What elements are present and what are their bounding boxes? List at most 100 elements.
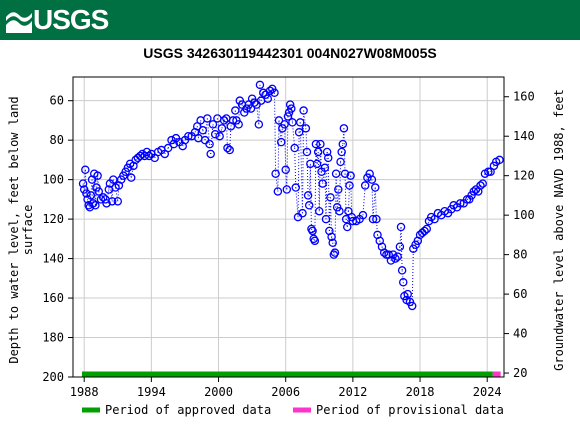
y-right-tick-label: 20 [513,366,527,380]
data-point [336,157,345,167]
series-connector [294,148,297,188]
data-point [372,214,381,224]
data-point [294,128,304,137]
data-point [469,187,479,196]
data-point [93,171,102,180]
data-point [184,131,193,141]
data-point [163,143,173,153]
series-connector [130,165,134,178]
series-connector [359,214,364,220]
data-point [280,120,289,129]
series-connector [317,151,320,212]
series-connector [332,242,335,255]
usgs-logo-text: USGS [33,4,109,35]
water-level-series [78,80,504,311]
data-point [205,139,214,149]
data-point [358,210,368,220]
series-connector [202,130,206,141]
data-point [327,232,336,242]
data-point [290,143,299,153]
data-point [86,191,96,200]
y-right-tick-label: 80 [513,248,527,262]
series-connector [274,92,277,174]
data-point [326,193,335,202]
data-point [215,131,224,141]
series-connector [340,151,343,162]
series-connector [260,92,264,101]
data-point [144,151,154,161]
y-axis-right: 160 140 120 100 80 60 40 20 [504,90,535,380]
y-right-tick-label: 60 [513,287,527,301]
data-point [208,120,218,129]
y-right-tick-label: 100 [513,208,535,222]
data-point [203,114,212,123]
data-point [322,147,332,157]
series-connector [295,187,299,218]
series-connector [333,252,336,255]
legend-approved-label: Period of approved data [105,403,271,417]
data-point [476,181,485,190]
data-point [263,94,273,103]
x-tick-label: 1988 [70,385,99,399]
data-point [96,195,106,204]
series-connector [364,177,368,186]
data-point [310,236,320,246]
y-left-tick-label: 180 [42,331,64,345]
series-connector [209,144,212,155]
data-point [276,137,286,147]
x-tick-label: 2018 [406,385,435,399]
data-point [296,118,305,127]
data-point [78,179,88,188]
data-point [343,222,352,232]
data-point [107,197,117,206]
data-point [210,129,220,139]
legend: Period of approved data Period of provis… [82,403,504,417]
series-connector [426,220,430,230]
data-point [135,151,145,161]
series-connector [321,171,324,184]
series-connector [196,126,199,139]
data-point [403,289,412,299]
y-left-tick-label: 120 [42,212,64,226]
data-point [301,124,311,133]
y-right-tick-label: 140 [513,129,535,143]
data-point [345,181,354,190]
series-connector [311,228,314,232]
series-connector [90,179,93,196]
data-point [391,254,400,263]
data-point [271,169,280,178]
data-point [304,201,314,210]
y-axis-left-label-line2: surface [21,205,35,256]
data-point [283,112,293,121]
data-point [113,197,123,206]
data-point [313,147,323,157]
grid-lines [73,77,504,378]
data-point [456,199,465,208]
data-point [126,173,136,182]
series-connector [309,163,312,229]
data-point [302,147,312,157]
usgs-header-bar: USGS [0,0,580,40]
series-connector [401,270,404,283]
series-connector [316,151,319,164]
data-point [337,147,346,157]
series-connector [227,147,231,151]
data-point [311,139,321,149]
series-connector [475,189,479,192]
data-point [94,187,103,196]
series-connector [269,88,273,92]
series-connector [262,92,266,96]
data-point [303,191,313,200]
series-connector [219,128,223,137]
data-point [398,278,408,287]
series-connector [280,128,283,143]
series-connector [313,238,316,242]
series-connector [178,141,184,147]
data-point [395,242,405,251]
data-point [308,226,317,236]
data-point [360,181,370,190]
series-connector [102,197,106,200]
data-point [265,86,275,96]
data-point [225,145,234,155]
series-connector [335,173,338,208]
